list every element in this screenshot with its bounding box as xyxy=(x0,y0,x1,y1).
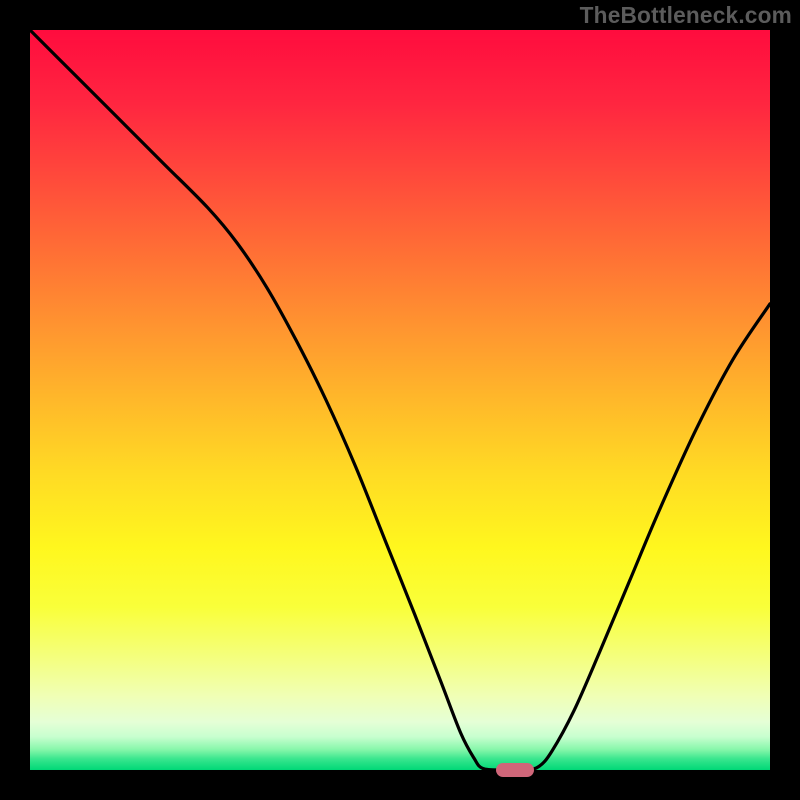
plot-area xyxy=(30,30,770,770)
watermark-text: TheBottleneck.com xyxy=(580,2,792,29)
bottleneck-curve xyxy=(30,30,770,770)
optimal-marker xyxy=(496,763,534,777)
curve-layer xyxy=(30,30,770,770)
